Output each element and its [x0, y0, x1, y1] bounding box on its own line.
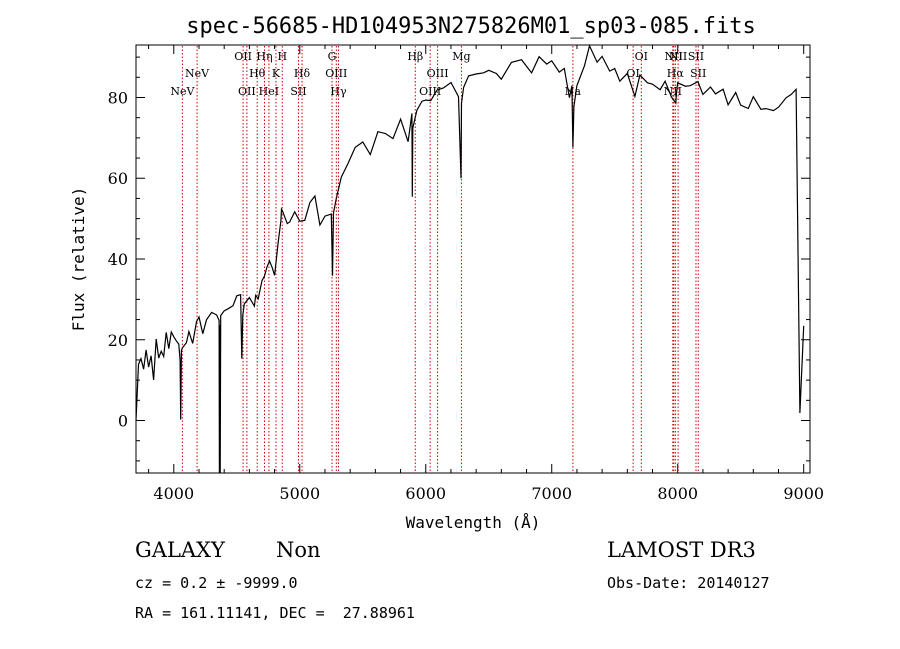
x-axis-title: Wavelength (Å)	[406, 513, 541, 532]
x-tick-label-3: 7000	[531, 484, 572, 503]
coordinates-label: RA = 161.11141, DEC = 27.88961	[135, 604, 415, 622]
x-tick-label-1: 5000	[279, 484, 320, 503]
obs-date-label: Obs-Date: 20140127	[607, 574, 770, 592]
spectral-line-label-13: Hγ	[330, 85, 347, 98]
chart-title: spec-56685-HD104953N275826M01_sp03-085.f…	[186, 14, 756, 39]
y-tick-label-0: 0	[118, 412, 128, 431]
spectral-line-label-4: Hθ	[249, 67, 266, 80]
y-axis-title: Flux (relative)	[69, 187, 88, 332]
spectral-line-label-1: NeV	[185, 67, 210, 80]
object-type-label: GALAXY	[135, 538, 225, 562]
x-tick-label-2: 6000	[405, 484, 446, 503]
spectral-line-label-3: OII	[238, 85, 256, 98]
spectral-line-label-17: Mg	[452, 50, 470, 63]
spectral-line-label-14: Hβ	[407, 50, 423, 63]
series-layer	[135, 44, 805, 474]
spectral-line-label-8: H	[277, 50, 287, 63]
plot-frame	[135, 44, 811, 474]
spectral-line-label-6: HeI	[259, 85, 279, 98]
spectral-line-label-2: OII	[234, 50, 252, 63]
spectral-line-label-25: SII	[688, 50, 704, 63]
spectral-line-label-11: G	[328, 50, 337, 63]
spectral-line-label-23: Hα	[667, 67, 685, 80]
spectral-line-label-20: OI	[635, 50, 648, 63]
axis-ticks: 4000 5000 6000 7000 8000 9000 0 20 40 60 80	[108, 45, 824, 503]
spectral-line-label-5: Hη	[256, 50, 272, 63]
spectral-line-label-9: SII	[290, 85, 306, 98]
x-tick-label-0: 4000	[153, 484, 194, 503]
survey-label: LAMOST DR3	[607, 538, 756, 562]
spectral-line-markers: NeV NeV OII OII Hθ Hη HeI KH SII Hδ G OIII Hγ Hβ OIII O…	[170, 46, 706, 472]
spectral-line-label-24: NII	[669, 50, 687, 63]
y-tick-label-1: 20	[108, 331, 128, 350]
spectrum-series-line	[135, 44, 805, 474]
redshift-label: cz = 0.2 ± -9999.0	[135, 574, 298, 592]
spectral-line-label-7: K	[272, 67, 281, 80]
spectral-line-label-16: OIII	[427, 67, 449, 80]
spectral-line-label-21: NII	[664, 85, 682, 98]
y-tick-label-3: 60	[108, 169, 128, 188]
y-tick-label-2: 40	[108, 250, 128, 269]
x-tick-label-4: 8000	[657, 484, 698, 503]
spectral-line-label-0: NeV	[170, 85, 195, 98]
spectral-line-label-26: SII	[690, 67, 706, 80]
spectral-line-label-10: Hδ	[294, 67, 311, 80]
spectral-line-label-12: OIII	[325, 67, 347, 80]
subclass-label: Non	[276, 538, 321, 562]
spectral-line-label-19: OI	[626, 67, 639, 80]
y-tick-label-4: 80	[108, 88, 128, 107]
spectral-line-label-15: OIII	[419, 85, 441, 98]
x-tick-label-5: 9000	[783, 484, 824, 503]
